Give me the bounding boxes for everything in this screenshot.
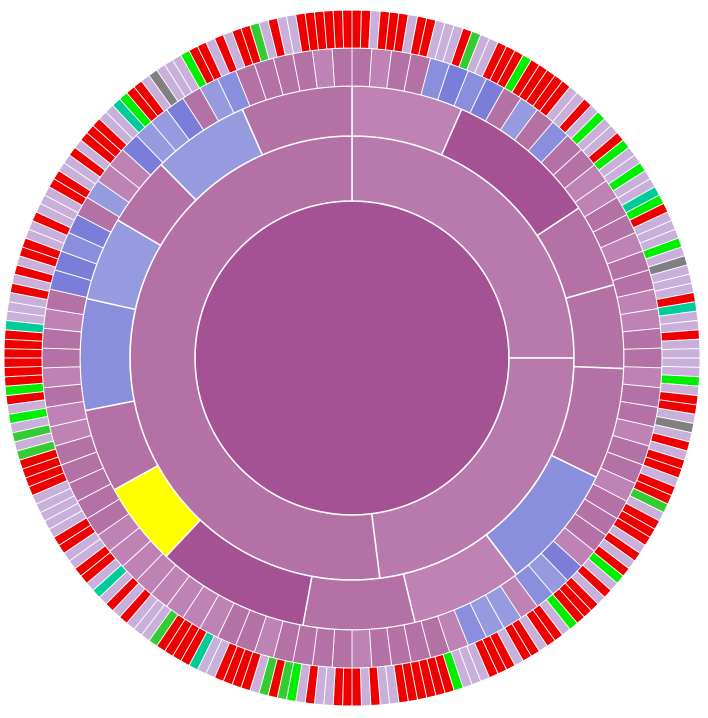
ring4-segment-175 <box>3 348 43 359</box>
ring4-segment-174 <box>3 357 43 368</box>
ring4-segment-117 <box>342 667 353 707</box>
ring3-segment-49 <box>351 628 373 669</box>
ring4-segment-57 <box>661 338 701 351</box>
ring4-segment-58 <box>661 348 701 359</box>
ring3-segment-73 <box>41 366 82 389</box>
ring2-segment-12 <box>79 297 137 412</box>
ring2-segment-8 <box>301 573 416 631</box>
ring4-segment-173 <box>3 365 43 378</box>
ring3-segment-25 <box>623 347 663 369</box>
ring3-segment-98 <box>331 47 353 88</box>
ring4-segment-116 <box>351 667 362 707</box>
ring3-segment-74 <box>41 347 81 369</box>
sunburst-root <box>194 200 510 516</box>
ring4-segment-1 <box>351 9 362 49</box>
ring4-segment-59 <box>661 357 701 368</box>
ring3-segment-50 <box>331 628 353 669</box>
ring3-segment-24 <box>622 327 663 350</box>
ring4-segment-232 <box>342 9 353 49</box>
ring4-segment-231 <box>332 9 345 49</box>
ring4-segment-115 <box>359 667 372 707</box>
ring3-segment-1 <box>351 47 373 88</box>
ring2-segment-4 <box>564 283 625 370</box>
